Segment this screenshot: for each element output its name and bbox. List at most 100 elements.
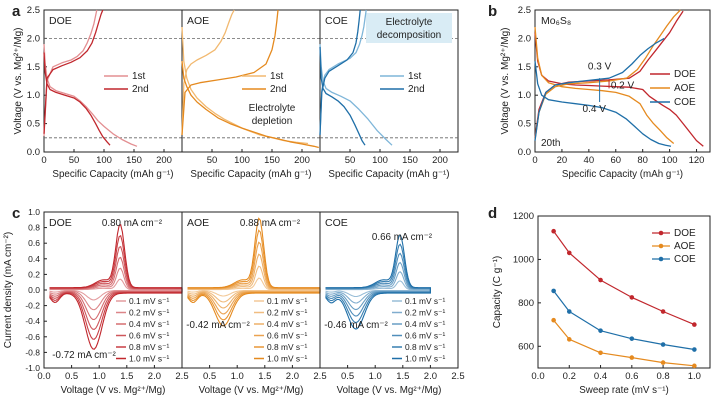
subpanel-title: DOE [49, 15, 72, 27]
legend-label: 1.0 mV s⁻¹ [405, 354, 445, 364]
curve-doe-1st [43, 44, 138, 147]
y-tick-label: 0.6 [28, 238, 40, 248]
y-axis-label: Current density (mA cm⁻²) [3, 232, 14, 348]
data-point-aoe [551, 317, 556, 323]
curve-doe-1st-charge [43, 9, 98, 137]
x-tick-label: 2.0 [286, 371, 299, 382]
legend-label: DOE [674, 228, 696, 239]
y-tick-label: 2.5 [518, 5, 531, 16]
annotation-line: depletion [252, 116, 293, 127]
cathodic-peak-label: -0.72 mA cm⁻² [52, 350, 116, 361]
cycle-label: 20th [541, 138, 560, 149]
subpanel-title: AOE [187, 15, 209, 27]
data-point-aoe [566, 337, 572, 342]
curve-coe-2nd-charge [319, 9, 361, 136]
legend-marker [658, 243, 664, 249]
subplot-frame-doe [43, 9, 183, 153]
x-tick-label: 1.0 [369, 371, 382, 382]
data-point-aoe [660, 360, 666, 365]
legend-label: 0.4 mV s⁻¹ [267, 319, 307, 329]
y-tick-label: 2.5 [27, 5, 40, 16]
annotation-0-3v: 0.3 V [588, 61, 612, 72]
x-tick-label: 50 [69, 155, 80, 166]
data-point-doe [566, 250, 572, 256]
legend-label: 0.8 mV s⁻¹ [129, 342, 169, 352]
curve-coe [534, 61, 672, 147]
legend-label: 0.6 mV s⁻¹ [405, 331, 445, 341]
x-tick-label: 40 [584, 155, 595, 166]
annotation-0-2v: 0.2 V [611, 80, 635, 91]
y-tick-label: 1.0 [28, 207, 40, 217]
x-tick-label: 120 [689, 155, 705, 166]
legend-label: 0.6 mV s⁻¹ [129, 331, 169, 341]
panel-letter-c: c [12, 205, 20, 222]
subpanel-title: COE [325, 15, 348, 27]
data-point-coe [598, 328, 603, 333]
y-tick-label: 0.8 [28, 223, 40, 233]
x-axis-label: Specific Capacity (mAh g⁻¹) [328, 169, 449, 180]
panel-letter-b: b [488, 3, 497, 20]
x-tick-label: 0.0 [37, 371, 50, 382]
legend-marker [658, 256, 664, 262]
x-axis-label: Voltage (V vs. Mg²⁺/Mg) [199, 385, 304, 396]
y-tick-label: -0.4 [25, 316, 40, 326]
x-tick-label: 100 [372, 155, 388, 166]
subplot-frame-coe [319, 9, 459, 153]
x-tick-label: 200 [156, 155, 172, 166]
legend-label: 2nd [408, 84, 425, 95]
anodic-peak-label: 0.66 mA cm⁻² [372, 232, 433, 243]
x-tick-label: 1.0 [688, 371, 701, 382]
x-tick-label: 50 [207, 155, 218, 166]
legend-label: 1st [270, 71, 284, 82]
legend-label: 0.2 mV s⁻¹ [267, 308, 307, 318]
data-point-coe [660, 342, 666, 347]
annotation-0-4v: 0.4 V [583, 104, 607, 115]
data-point-coe [566, 309, 572, 314]
legend-label: 2nd [132, 84, 149, 95]
x-axis-label: Specific Capacity (mAh g⁻¹) [52, 169, 173, 180]
legend-label: 0.8 mV s⁻¹ [267, 342, 307, 352]
x-tick-label: 2.5 [451, 371, 464, 382]
panel-letter-a: a [12, 3, 21, 20]
x-tick-label: 100 [96, 155, 112, 166]
x-tick-label: 0 [41, 155, 46, 166]
x-axis-label: Specific Capacity (mAh g⁻¹) [190, 169, 311, 180]
data-point-coe [551, 288, 556, 294]
panel-letter-d: d [488, 205, 497, 222]
legend-label: 0.8 mV s⁻¹ [405, 342, 445, 352]
x-tick-label: 0.5 [203, 371, 216, 382]
y-tick-label: 0.0 [518, 147, 531, 158]
anodic-peak-label: 0.80 mA cm⁻² [102, 218, 163, 229]
subpanel-title: COE [325, 217, 348, 229]
x-tick-label: 2.0 [148, 371, 161, 382]
y-tick-label: -1.0 [25, 363, 40, 373]
y-tick-label: 0.4 [28, 254, 40, 264]
x-tick-label: 1.5 [120, 371, 133, 382]
data-point-coe [629, 336, 635, 341]
panel-b: b 0.0 0.5 1.0 1.5 2.0 2.5 0 20 40 60 80 100 120 Voltag… [488, 3, 711, 180]
y-tick-label: -0.2 [25, 301, 40, 311]
x-tick-label: 150 [264, 155, 280, 166]
x-tick-label: 1.5 [396, 371, 409, 382]
y-tick-label: -0.6 [25, 332, 40, 342]
legend-label: DOE [674, 69, 696, 80]
x-tick-label: 200 [294, 155, 310, 166]
data-point-doe [692, 322, 697, 327]
x-tick-label: 0.0 [531, 371, 544, 382]
x-tick-label: 0.6 [625, 371, 638, 382]
x-tick-label: 0.5 [65, 371, 78, 382]
data-point-doe [551, 228, 556, 234]
data-point-doe [598, 277, 603, 283]
legend-label: 0.4 mV s⁻¹ [405, 319, 445, 329]
y-tick-label: 1000 [513, 254, 534, 265]
curve-doe-2nd [43, 52, 111, 146]
x-tick-label: 80 [637, 155, 648, 166]
y-tick-label: 1.0 [518, 90, 531, 101]
cv-loop-coe [325, 234, 431, 330]
panel-d: d 600 800 1000 1200 0.0 0.2 0.4 0.6 0.8 1.0 Capacit… [488, 205, 711, 396]
curve-aoe-2nd-charge [181, 9, 279, 136]
y-tick-label: 2.0 [27, 33, 40, 44]
legend-label: 1st [408, 71, 422, 82]
x-axis-label: Voltage (V vs. Mg²⁺/Mg) [61, 385, 166, 396]
x-tick-label: 60 [610, 155, 621, 166]
